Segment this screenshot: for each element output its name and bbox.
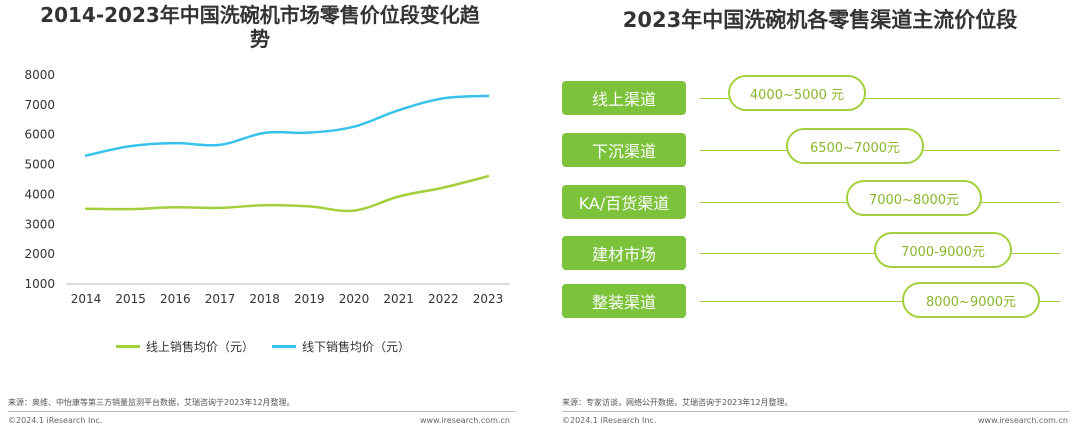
x-tick-label: 2022 <box>428 292 459 306</box>
x-tick-label: 2014 <box>71 292 102 306</box>
y-tick-label: 3000 <box>24 217 55 231</box>
y-axis: 8000 7000 6000 5000 4000 3000 2000 1000 <box>24 68 55 291</box>
x-tick-label: 2017 <box>205 292 236 306</box>
right-footer-copyright: ©2024.1 iResearch Inc. <box>562 416 657 425</box>
x-tick-label: 2016 <box>160 292 191 306</box>
y-tick-label: 6000 <box>24 128 55 142</box>
line-chart-title: 2014-2023年中国洗碗机市场零售价位段变化趋势 <box>40 3 480 51</box>
channel-label-ka-department: KA/百货渠道 <box>562 185 686 219</box>
price-range-ka-department: 7000~8000元 <box>846 180 982 216</box>
x-tick-label: 2015 <box>115 292 146 306</box>
price-range-building-materials: 7000-9000元 <box>874 232 1012 268</box>
y-tick-label: 2000 <box>24 247 55 261</box>
legend-offline: 线下销售均价（元） <box>272 338 410 355</box>
x-tick-label: 2020 <box>339 292 370 306</box>
channel-label-building-materials: 建材市场 <box>562 236 686 270</box>
channel-label-online: 线上渠道 <box>562 81 686 115</box>
x-axis: 2014 2015 2016 2017 2018 2019 2020 2021 2022 2023 <box>71 292 504 306</box>
price-range-whole-house: 8000~9000元 <box>902 282 1040 318</box>
left-footer-website: www.iresearch.com.cn <box>420 416 510 425</box>
right-source-note: 来源：专家访谈，网络公开数据，艾瑞咨询于2023年12月整理。 <box>562 398 793 407</box>
channel-price-panel: 2023年中国洗碗机各零售渠道主流价位段 线上渠道 4000~5000 元 下沉… <box>540 0 1080 429</box>
price-range-online: 4000~5000 元 <box>728 75 866 111</box>
x-tick-label: 2023 <box>473 292 504 306</box>
y-tick-label: 8000 <box>24 68 55 82</box>
legend-online-label: 线上销售均价（元） <box>146 340 255 354</box>
x-tick-label: 2019 <box>294 292 325 306</box>
y-tick-label: 4000 <box>24 187 55 201</box>
x-tick-label: 2018 <box>249 292 280 306</box>
channel-chart-title: 2023年中国洗碗机各零售渠道主流价位段 <box>622 8 1018 32</box>
channel-label-whole-house: 整装渠道 <box>562 284 686 318</box>
row-guide-line <box>700 301 1060 302</box>
channel-label-lower-tier: 下沉渠道 <box>562 133 686 167</box>
series-lines <box>84 94 490 213</box>
y-tick-label: 5000 <box>24 158 55 172</box>
legend-online: 线上销售均价（元） <box>116 338 254 355</box>
line-chart-panel: 2014-2023年中国洗碗机市场零售价位段变化趋势 8000 7000 6000 5… <box>8 3 516 425</box>
series-line-online <box>84 174 490 213</box>
left-footer-rule <box>8 411 516 412</box>
y-tick-label: 7000 <box>24 98 55 112</box>
price-range-lower-tier: 6500~7000元 <box>786 128 924 164</box>
x-tick-label: 2021 <box>383 292 414 306</box>
legend-online-swatch <box>116 345 140 348</box>
legend-offline-swatch <box>272 345 296 348</box>
y-tick-label: 1000 <box>24 277 55 291</box>
row-guide-line <box>700 98 1060 99</box>
left-source-note: 来源：奥维、中怡康等第三方销量监测平台数据，艾瑞咨询于2023年12月整理。 <box>8 398 295 407</box>
left-footer-copyright: ©2024.1 iResearch Inc. <box>8 416 103 425</box>
right-footer-rule <box>562 411 1070 412</box>
series-line-offline <box>84 94 490 157</box>
legend-offline-label: 线下销售均价（元） <box>302 340 411 354</box>
right-footer-website: www.iresearch.com.cn <box>978 416 1068 425</box>
